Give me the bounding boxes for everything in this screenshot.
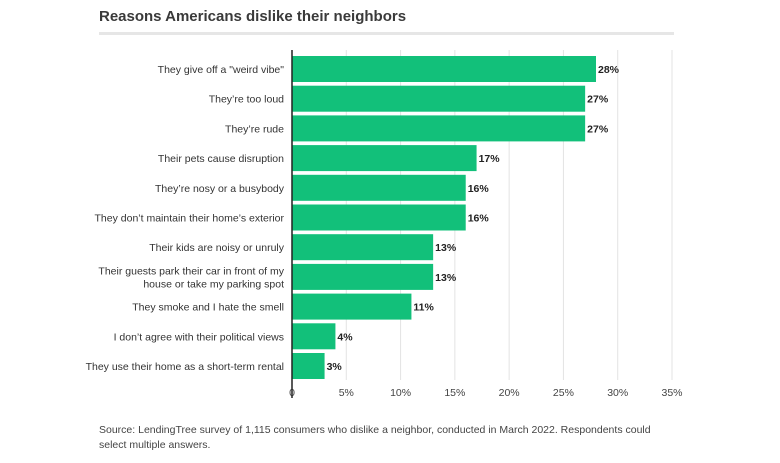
category-label: I don’t agree with their political views [114, 331, 284, 343]
value-label: 16% [468, 213, 490, 225]
x-tick-label: 20% [499, 387, 520, 399]
bar [292, 234, 434, 261]
category-label: They don’t maintain their home’s exterio… [95, 213, 285, 225]
bar [292, 293, 412, 320]
category-label: They give off a "weird vibe" [158, 64, 285, 76]
category-label: They’re too loud [209, 94, 284, 106]
chart-title: Reasons Americans dislike their neighbor… [99, 8, 407, 25]
category-label: house or take my parking spot [143, 278, 284, 290]
category-label: They use their home as a short-term rent… [86, 361, 284, 373]
bar [292, 204, 466, 231]
value-labels: 28% 27% 27% 17% 16% 16% 13% 13% 11% 4% 3% [327, 64, 620, 373]
category-label: They smoke and I hate the smell [132, 302, 284, 314]
value-label: 4% [337, 331, 353, 343]
source-note: Source: LendingTree survey of 1,115 cons… [99, 424, 651, 451]
value-label: 13% [435, 272, 457, 284]
x-axis-ticks: 05%10%15%20%25%30%35% [289, 387, 682, 399]
value-label: 11% [413, 302, 434, 314]
value-label: 27% [587, 123, 609, 135]
bar [292, 56, 596, 82]
x-tick-label: 25% [553, 387, 574, 399]
bar [292, 115, 586, 142]
value-label: 3% [327, 361, 343, 373]
value-label: 27% [587, 94, 609, 106]
x-tick-label: 15% [444, 387, 465, 399]
category-label: Their kids are noisy or unruly [149, 242, 285, 254]
title-divider [99, 32, 674, 35]
value-label: 28% [598, 64, 620, 76]
category-label: Their pets cause disruption [158, 153, 284, 165]
bar [292, 353, 325, 379]
category-labels: They give off a "weird vibe" They’re too … [86, 64, 285, 373]
bar [292, 263, 434, 290]
x-tick-label: 30% [607, 387, 628, 399]
bar [292, 145, 477, 172]
category-label: Their guests park their car in front of … [98, 265, 284, 277]
x-tick-label: 35% [661, 387, 682, 399]
value-label: 17% [479, 153, 501, 165]
x-tick-label: 10% [390, 387, 411, 399]
value-label: 16% [468, 183, 490, 195]
bar-chart: They give off a "weird vibe" They’re too … [86, 50, 683, 399]
bars [292, 56, 596, 379]
bar [292, 323, 336, 350]
category-label: They’re rude [225, 123, 284, 135]
x-tick-label: 5% [339, 387, 354, 399]
value-label: 13% [435, 242, 457, 254]
category-label: They’re nosy or a busybody [155, 183, 285, 195]
bar [292, 174, 466, 201]
bar [292, 85, 586, 112]
